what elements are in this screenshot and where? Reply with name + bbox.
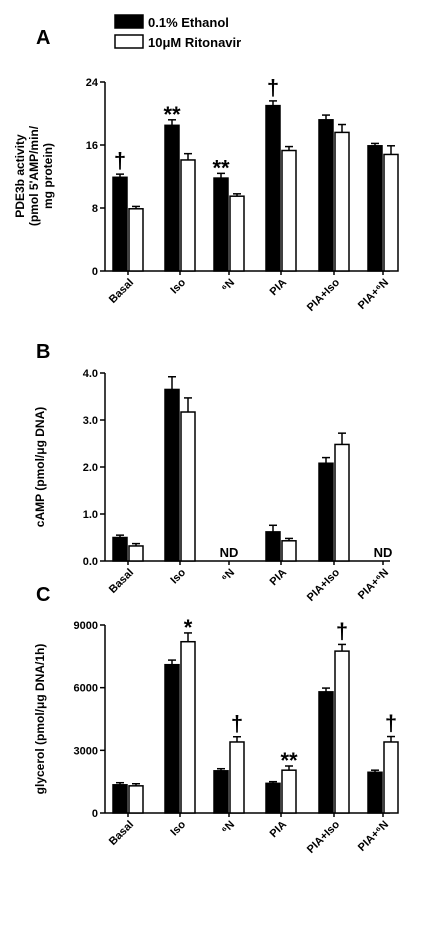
bar — [112, 784, 128, 814]
y-tick-label: 24 — [86, 77, 99, 89]
bar — [213, 177, 229, 272]
bar — [229, 741, 245, 814]
x-tick-label: ⁶N — [219, 277, 237, 295]
x-tick-label: ⁶N — [219, 567, 237, 585]
x-tick-label: PIA+Iso — [305, 818, 342, 855]
bar — [112, 176, 128, 272]
x-tick-label: Iso — [168, 276, 188, 296]
legend-swatch — [114, 34, 144, 49]
legend-swatch — [114, 14, 144, 29]
y-axis-label: glycerol (pmol/μg DNA/1h) — [33, 644, 47, 795]
significance-marker: † — [267, 75, 279, 100]
bar — [318, 119, 334, 272]
x-tick-label: ⁶N — [219, 819, 237, 837]
bar — [213, 770, 229, 814]
bar — [164, 663, 180, 814]
bar — [334, 650, 350, 814]
legend: 0.1% Ethanol 10μM Ritonavir — [114, 14, 241, 50]
bar — [164, 388, 180, 562]
bar — [281, 769, 297, 814]
bar — [367, 771, 383, 814]
panel-C: C 0 3000 6000 9000 glycerol (pmol/μg DNA/1h) B… — [33, 584, 399, 856]
bar — [180, 411, 196, 562]
y-tick-label: 3.0 — [83, 415, 98, 427]
bar — [383, 153, 399, 272]
y-axis-label: cAMP (pmol/μg DNA) — [33, 407, 47, 527]
panel-letter: C — [36, 584, 50, 606]
significance-marker: † — [336, 618, 348, 643]
x-tick-label: PIA+Iso — [305, 566, 342, 603]
panel-B: B 0.0 1.0 2.0 3.0 4.0 cAMP (pmol/μg DNA) Basal I… — [33, 341, 392, 604]
y-tick-label: 9000 — [74, 620, 98, 632]
significance-marker: † — [114, 148, 126, 173]
not-detected-label: ND — [374, 545, 393, 560]
y-axis-label-line: (pmol 5'AMP/min/ — [27, 125, 41, 226]
bar — [383, 741, 399, 814]
x-tick-label: Basal — [107, 277, 136, 306]
y-tick-label: 4.0 — [83, 368, 98, 380]
significance-marker: ** — [212, 155, 230, 180]
bar — [334, 131, 350, 272]
x-tick-label: PIA — [268, 277, 289, 298]
bar — [281, 540, 297, 562]
y-tick-label: 8 — [92, 203, 98, 215]
not-detected-label: ND — [220, 545, 239, 560]
x-tick-label: PIA+⁶N — [356, 277, 391, 312]
x-tick-label: PIA+⁶N — [356, 819, 391, 854]
panel-A: A 0 8 16 24 PDE3b activity(pmol 5'AMP/min/mg … — [13, 27, 399, 314]
bar — [128, 785, 144, 814]
y-axis-label-line: mg protein) — [41, 143, 55, 209]
bar — [318, 691, 334, 814]
legend-label: 0.1% Ethanol — [148, 15, 229, 30]
y-tick-label: 3000 — [74, 745, 98, 757]
bar — [265, 104, 281, 272]
panel-letter: B — [36, 341, 50, 363]
bar — [128, 208, 144, 272]
bar — [265, 531, 281, 562]
x-tick-label: Basal — [107, 819, 136, 848]
bar — [128, 545, 144, 562]
y-axis-label-line: cAMP (pmol/μg DNA) — [33, 407, 47, 527]
y-axis-label-line: PDE3b activity — [13, 134, 27, 218]
bar — [367, 145, 383, 272]
y-tick-label: 0.0 — [83, 556, 98, 568]
x-tick-label: PIA+⁶N — [356, 567, 391, 602]
bar — [180, 640, 196, 814]
y-tick-label: 0 — [92, 808, 98, 820]
y-tick-label: 1.0 — [83, 509, 98, 521]
y-tick-label: 0 — [92, 266, 98, 278]
y-tick-label: 2.0 — [83, 462, 98, 474]
y-axis-label-line: glycerol (pmol/μg DNA/1h) — [33, 644, 47, 795]
x-tick-label: PIA+Iso — [305, 276, 342, 313]
bar — [265, 782, 281, 814]
bar — [281, 149, 297, 272]
x-tick-label: Iso — [168, 818, 188, 838]
bar — [164, 124, 180, 272]
significance-marker: † — [231, 711, 243, 736]
bar — [334, 443, 350, 562]
bar — [318, 462, 334, 562]
x-tick-label: PIA — [268, 567, 289, 588]
bar — [229, 195, 245, 272]
x-tick-label: Iso — [168, 566, 188, 586]
significance-marker: ** — [280, 748, 298, 773]
y-axis-label: PDE3b activity(pmol 5'AMP/min/mg protein… — [13, 125, 55, 226]
significance-marker: ** — [163, 102, 181, 127]
legend-label: 10μM Ritonavir — [148, 35, 241, 50]
x-tick-label: PIA — [268, 819, 289, 840]
x-tick-label: Basal — [107, 567, 136, 596]
y-tick-label: 16 — [86, 140, 98, 152]
bar — [112, 536, 128, 562]
significance-marker: † — [385, 711, 397, 736]
panel-letter: A — [36, 27, 50, 49]
chart-panels: 0.1% Ethanol 10μM Ritonavir A 0 8 16 24 PDE3b a… — [13, 14, 399, 856]
significance-marker: * — [184, 615, 193, 640]
bar — [180, 159, 196, 272]
y-tick-label: 6000 — [74, 683, 98, 695]
